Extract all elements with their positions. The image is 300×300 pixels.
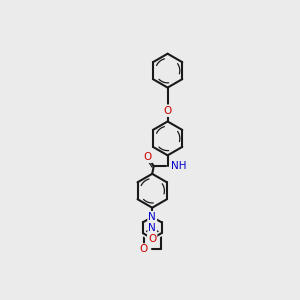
Text: O: O: [143, 152, 152, 162]
Text: O: O: [164, 106, 172, 116]
Text: O: O: [140, 244, 148, 254]
Text: NH: NH: [171, 161, 186, 171]
Text: NH: NH: [171, 161, 186, 171]
Text: N: N: [148, 223, 156, 233]
Text: N: N: [148, 212, 156, 222]
Text: O: O: [164, 106, 172, 116]
Text: O: O: [143, 152, 152, 162]
Text: O: O: [148, 233, 156, 244]
